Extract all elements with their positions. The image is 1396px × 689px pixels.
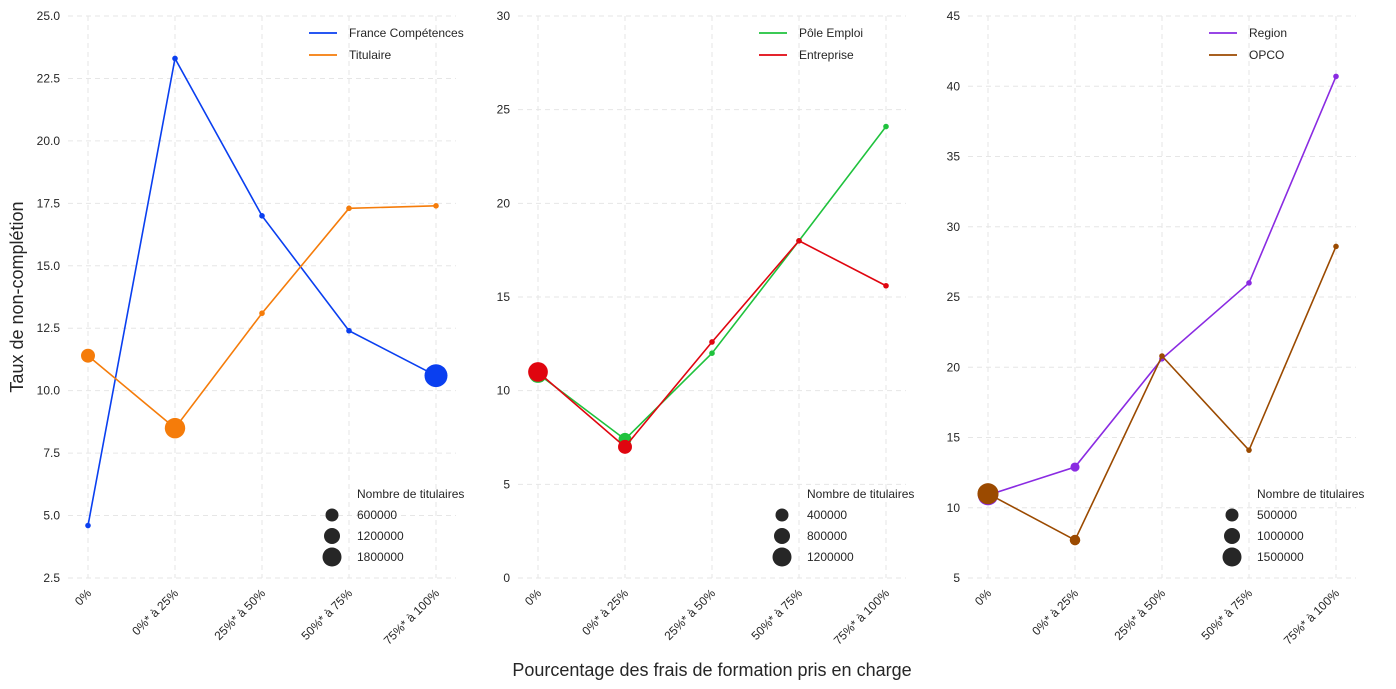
x-tick-label: 25%* à 50% [212, 586, 269, 643]
x-axis-label: Pourcentage des frais de formation pris … [512, 660, 911, 680]
x-tick-label: 0% [972, 586, 994, 608]
data-point [433, 203, 439, 209]
y-tick-label: 17.5 [37, 196, 61, 210]
size-legend-label: 1200000 [357, 529, 404, 543]
y-tick-label: 2.5 [43, 571, 60, 585]
y-tick-label: 20 [497, 196, 511, 210]
size-legend-marker [324, 528, 340, 544]
size-legend-label: 1800000 [357, 550, 404, 564]
y-tick-label: 25 [497, 103, 511, 117]
x-tick-label: 0%* à 25% [129, 586, 181, 638]
data-point [259, 213, 265, 219]
y-tick-label: 10 [947, 501, 961, 515]
size-legend-label: 500000 [1257, 508, 1297, 522]
size-legend-marker [325, 508, 339, 522]
y-tick-label: 20.0 [37, 134, 61, 148]
chart-panel-1: 2.5 5.0 7.5 10.0 12.5 15.0 17.5 20.0 22.5 25.0 0% 0… [37, 9, 465, 648]
x-tick-label: 50%* à 75% [299, 586, 356, 643]
y-tick-label: 15.0 [37, 259, 61, 273]
data-point [709, 339, 715, 345]
size-legend-title: Nombre de titulaires [357, 487, 464, 501]
y-tick-label: 25.0 [37, 9, 61, 23]
size-legend-label: 1200000 [807, 550, 854, 564]
x-tick-label: 0%* à 25% [579, 586, 631, 638]
size-legend-label: 600000 [357, 508, 397, 522]
data-point [977, 483, 999, 505]
size-legend-marker [322, 547, 342, 567]
data-point [346, 205, 352, 212]
size-legend-marker [1222, 547, 1242, 567]
legend-label: OPCO [1249, 48, 1284, 62]
data-point [1333, 73, 1339, 80]
size-legend-label: 1500000 [1257, 550, 1304, 564]
data-point [259, 310, 265, 317]
y-tick-label: 30 [497, 9, 511, 23]
y-tick-label: 15 [497, 290, 511, 304]
size-legend-marker [1225, 508, 1239, 522]
x-tick-label: 75%* à 100% [1281, 586, 1343, 648]
size-legend-marker [774, 528, 790, 544]
data-point [1333, 243, 1339, 250]
size-legend-label: 1000000 [1257, 529, 1304, 543]
data-point [1070, 462, 1080, 472]
data-point [424, 364, 448, 388]
data-point [1246, 447, 1252, 453]
data-point [796, 238, 802, 244]
y-tick-label: 45 [947, 9, 961, 23]
x-tick-label: 25%* à 50% [1112, 586, 1169, 643]
data-point [1246, 280, 1252, 286]
size-legend-marker [1224, 528, 1240, 544]
y-tick-label: 5.0 [43, 509, 60, 523]
y-tick-label: 12.5 [37, 321, 61, 335]
data-point [618, 439, 632, 454]
data-point [85, 522, 91, 529]
legend-label: Titulaire [349, 48, 392, 62]
data-point [883, 282, 889, 289]
x-tick-label: 0% [72, 586, 94, 608]
chart-panel-2: 0 5 10 15 20 25 30 0% 0%* à 25% 25%* à 50% 50%* à … [497, 9, 915, 648]
size-legend-label: 800000 [807, 529, 847, 543]
size-legend-title: Nombre de titulaires [1257, 487, 1364, 501]
y-tick-label: 25 [947, 290, 961, 304]
size-legend-marker [775, 508, 789, 522]
data-point [164, 417, 186, 439]
y-tick-label: 7.5 [43, 446, 60, 460]
legend-label: Pôle Emploi [799, 26, 863, 40]
data-point [528, 362, 548, 382]
y-tick-label: 5 [953, 571, 960, 585]
chart-panel-3: 5 10 15 20 25 30 35 40 45 0% 0%* à 25% 25%* à 50% 50… [947, 9, 1365, 648]
y-tick-label: 0 [503, 571, 510, 585]
y-tick-label: 22.5 [37, 71, 61, 85]
x-tick-label: 50%* à 75% [749, 586, 806, 643]
y-tick-label: 30 [947, 220, 961, 234]
legend-label: France Compétences [349, 26, 464, 40]
x-tick-label: 75%* à 100% [831, 586, 893, 648]
y-tick-label: 15 [947, 431, 961, 445]
data-point [81, 348, 95, 363]
x-tick-label: 25%* à 50% [662, 586, 719, 643]
y-tick-label: 10 [497, 384, 511, 398]
size-legend-title: Nombre de titulaires [807, 487, 914, 501]
legend-label: Region [1249, 26, 1287, 40]
y-tick-label: 35 [947, 150, 961, 164]
y-tick-label: 20 [947, 360, 961, 374]
data-point [709, 350, 715, 357]
data-point [883, 123, 889, 130]
size-legend-label: 400000 [807, 508, 847, 522]
data-point [172, 55, 178, 62]
y-axis-label: Taux de non-complétion [7, 201, 27, 392]
x-tick-label: 0% [522, 586, 544, 608]
x-tick-label: 0%* à 25% [1029, 586, 1081, 638]
y-tick-label: 40 [947, 79, 961, 93]
legend-label: Entreprise [799, 48, 854, 62]
y-tick-label: 10.0 [37, 384, 61, 398]
y-tick-label: 5 [503, 477, 510, 491]
x-tick-label: 50%* à 75% [1199, 586, 1256, 643]
size-legend-marker [772, 547, 792, 567]
data-point [346, 327, 352, 334]
data-point [1159, 353, 1165, 359]
data-point [1069, 534, 1081, 546]
x-tick-label: 75%* à 100% [381, 586, 443, 648]
